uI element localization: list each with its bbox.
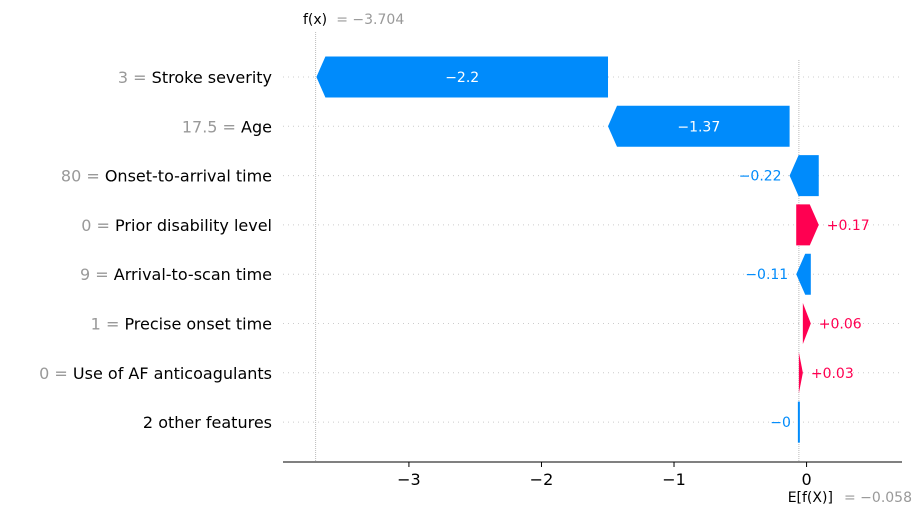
feature-label: 3 = Stroke severity xyxy=(118,68,272,87)
feature-label: 2 other features xyxy=(143,413,272,432)
x-tick-label: 0 xyxy=(801,470,811,489)
feature-label: 17.5 = Age xyxy=(182,117,272,136)
feature-name: Onset-to-arrival time xyxy=(105,167,272,186)
feature-value: 9 = xyxy=(80,265,114,284)
feature-label: 0 = Prior disability level xyxy=(81,216,272,235)
bar-value-label: −0 xyxy=(770,415,791,431)
bar xyxy=(789,155,819,197)
feature-label: 0 = Use of AF anticoagulants xyxy=(39,364,272,383)
bar-value-label: −0.22 xyxy=(739,169,782,185)
fx-label: f(x) xyxy=(303,12,327,28)
feature-value: 1 = xyxy=(91,315,125,334)
x-ticks-group: −3 −2 −1 0 xyxy=(397,462,812,489)
feature-name: Age xyxy=(241,117,272,136)
efx-value: = −0.058 xyxy=(844,490,912,506)
feature-label: 80 = Onset-to-arrival time xyxy=(61,167,272,186)
feature-label: 1 = Precise onset time xyxy=(91,315,272,334)
bar-value-label: +0.17 xyxy=(827,218,870,234)
feature-value: 0 = xyxy=(81,216,115,235)
bar-value-label: −0.11 xyxy=(745,267,788,283)
bar xyxy=(608,105,790,147)
feature-value: 80 = xyxy=(61,167,105,186)
row-gridlines xyxy=(283,76,902,423)
feature-labels-group: 3 = Stroke severity 17.5 = Age 80 = Onset-… xyxy=(39,68,272,432)
feature-value: 17.5 = xyxy=(182,117,241,136)
bar xyxy=(796,204,819,246)
bar xyxy=(796,253,811,295)
bar xyxy=(316,56,609,98)
bar-value-label: −2.2 xyxy=(445,70,479,86)
feature-name: Precise onset time xyxy=(124,315,272,334)
bar-value-label: −1.37 xyxy=(677,119,720,135)
bars-group: −2.2 −1.37 −0.22 +0.17 −0.11 +0.06 +0.03 −0 xyxy=(316,56,870,443)
feature-name: Prior disability level xyxy=(115,216,272,235)
feature-label: 9 = Arrival-to-scan time xyxy=(80,265,272,284)
fx-value: = −3.704 xyxy=(336,12,404,28)
bar xyxy=(798,352,803,394)
efx-annotation: E[f(X)] = −0.058 xyxy=(788,487,912,506)
feature-name: Arrival-to-scan time xyxy=(114,265,272,284)
efx-label: E[f(X)] xyxy=(788,490,833,506)
feature-name: Use of AF anticoagulants xyxy=(73,364,272,383)
x-tick-label: −1 xyxy=(662,470,686,489)
fx-annotation: f(x) = −3.704 xyxy=(303,9,404,28)
feature-value: 3 = xyxy=(118,68,152,87)
feature-value: 0 = xyxy=(39,364,73,383)
feature-name: Stroke severity xyxy=(152,68,272,87)
bar-value-label: +0.06 xyxy=(819,317,862,333)
feature-name: 2 other features xyxy=(143,413,272,432)
x-tick-label: −3 xyxy=(397,470,421,489)
bar xyxy=(802,303,811,344)
x-tick-label: −2 xyxy=(530,470,554,489)
bar-value-label: +0.03 xyxy=(811,366,854,382)
